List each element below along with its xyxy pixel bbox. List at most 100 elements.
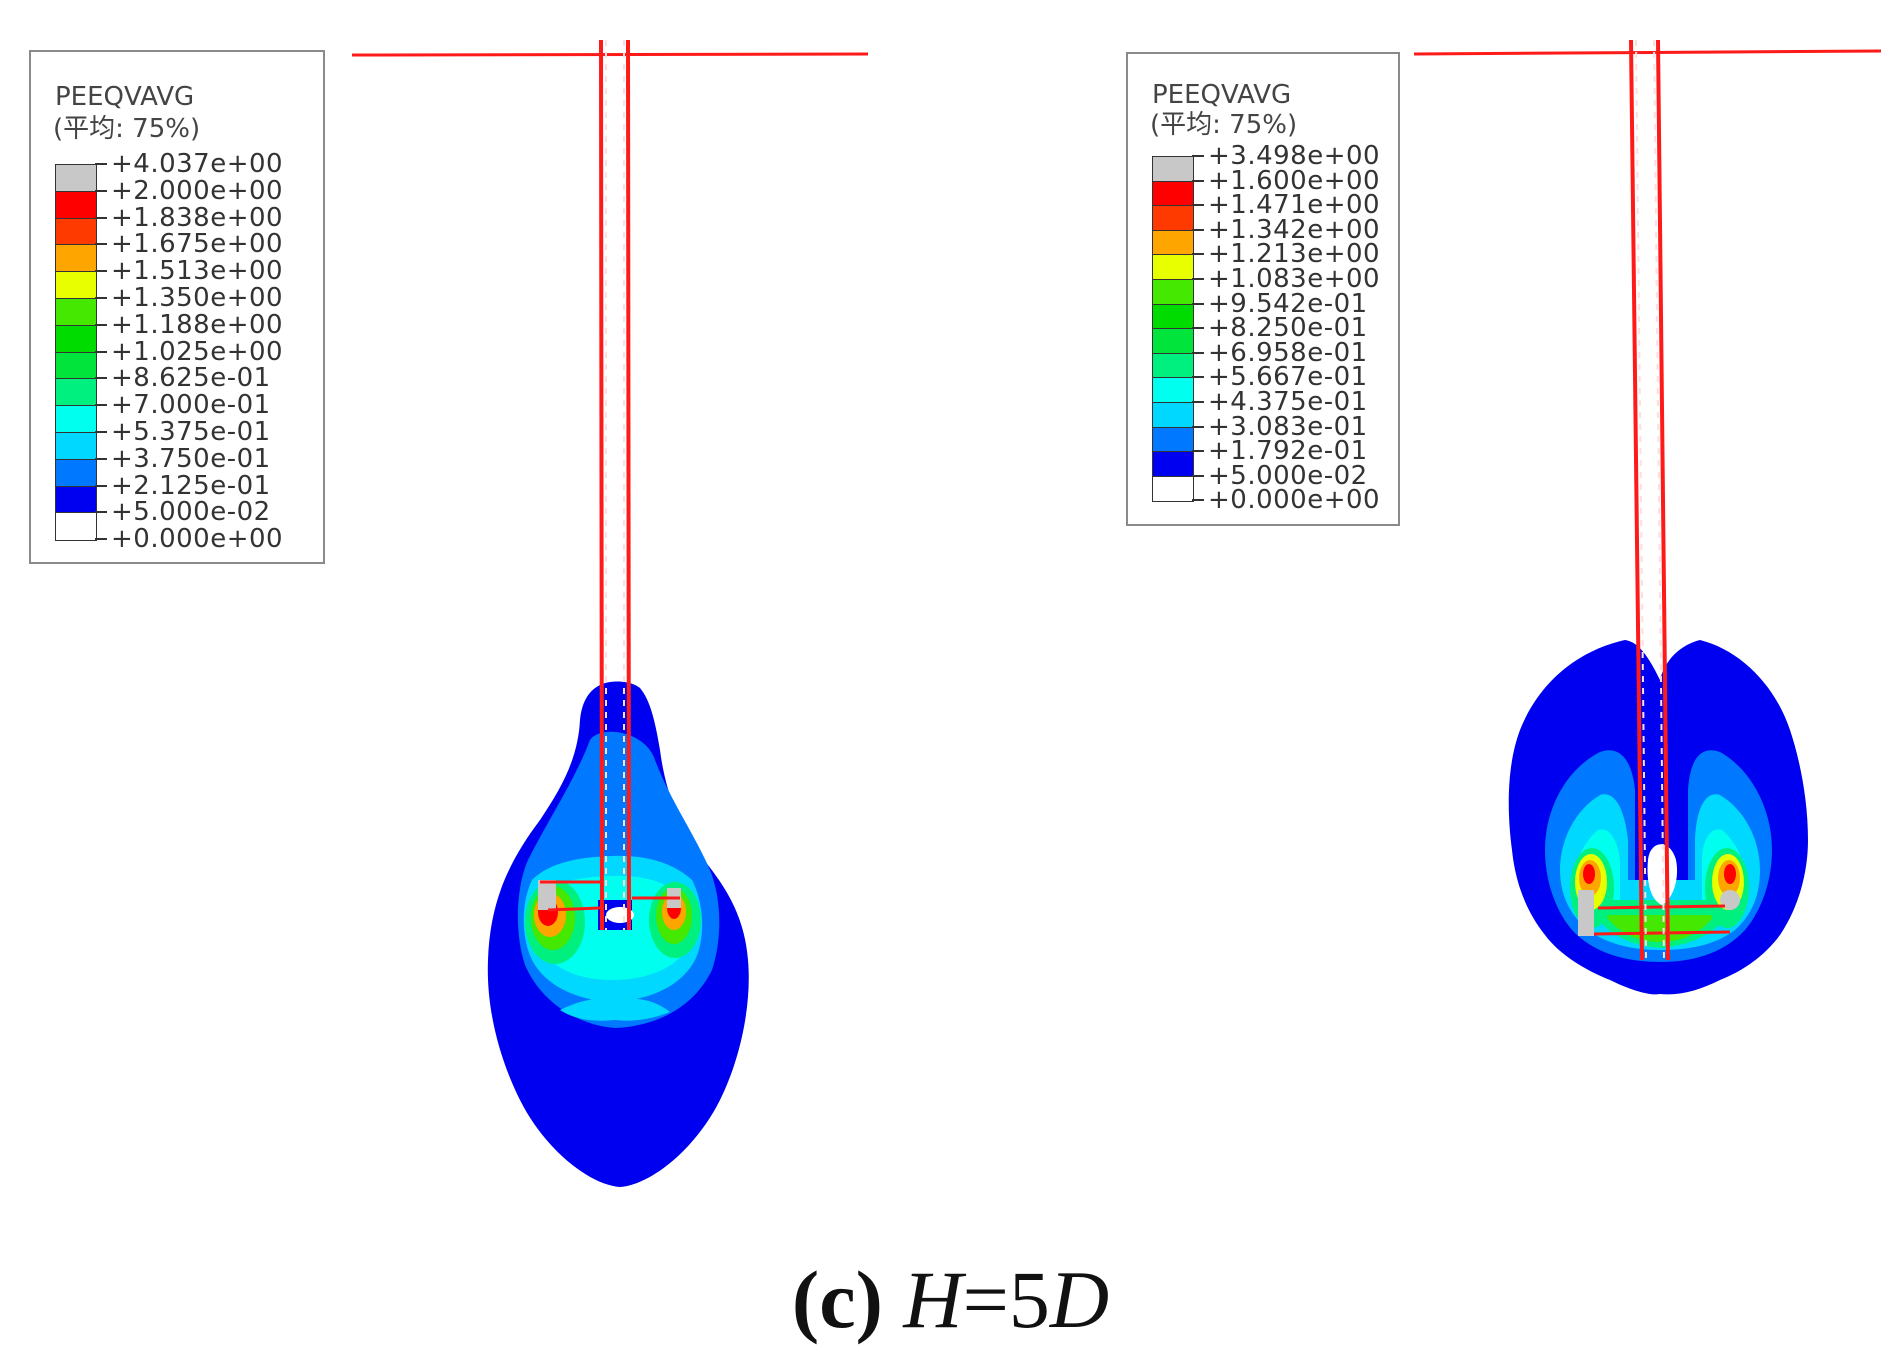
legend-label: +4.037e+00 [111,149,284,179]
right-anchor-hotspot [1705,848,1749,928]
legend-label: +2.125e-01 [111,470,271,501]
legend-tick [95,243,107,246]
legend-label: +1.025e+00 [111,336,284,367]
right-anchor-hotspot [649,882,701,958]
legend-tick [1192,204,1204,207]
legend-tick [95,270,107,273]
color-swatch [56,165,96,192]
legend-tick [1192,425,1204,428]
legend-label: +5.667e-01 [1208,362,1368,393]
caption-letter: (c) [791,1254,883,1345]
legend-tick [95,163,107,165]
legend-subtitle: (平均: 75%) [53,114,201,144]
color-bar [1152,156,1194,503]
caption-h: H [903,1254,963,1345]
legend-label: +1.513e+00 [111,256,284,287]
caption-d: D [1049,1254,1110,1345]
caption-eq: =5 [962,1254,1050,1345]
legend-tick [95,511,107,514]
color-swatch [1153,304,1193,330]
color-swatch [56,245,96,273]
ground-surface-line [1413,49,1882,56]
right-contour-plot [1413,39,1882,995]
legend-label: +1.675e+00 [111,229,284,260]
legend-tick [95,323,107,326]
legend-label: +5.000e-02 [1208,460,1368,491]
legend-tick [1192,155,1204,157]
legend-label: +1.188e+00 [111,309,284,340]
color-swatch [1153,476,1193,502]
pile-left-dash [1635,39,1647,961]
color-swatch [56,406,96,433]
legend-tick [1192,228,1204,231]
legend-tick [1192,351,1204,354]
color-swatch [1153,279,1193,305]
anchor-plate-upper [1597,904,1726,910]
color-swatch [1153,255,1193,280]
legend-tick [1192,450,1204,453]
legend-label: +8.250e-01 [1208,313,1368,344]
legend-label: +0.000e+00 [1208,485,1381,516]
legend-tick [95,189,107,192]
legend-tick [95,350,107,353]
legend-label: +4.375e-01 [1208,387,1368,417]
color-swatch [1153,329,1193,354]
legend-tick [95,377,107,380]
legend-label: +5.000e-02 [111,497,271,528]
legend-tick [1192,499,1204,502]
color-swatch [56,432,96,460]
legend-tick [1192,253,1204,256]
color-swatch [1153,157,1193,182]
legend-label: +1.792e-01 [1208,436,1368,467]
legend-label: +1.471e+00 [1208,190,1381,221]
ground-surface-line [351,52,869,57]
legend-tick [1192,376,1204,379]
center-void [1647,844,1678,905]
plastic-zone-green-2 [1605,915,1715,942]
pile-left [1629,39,1644,961]
pile-right [626,39,631,931]
left-anchor-hotspot [525,880,585,964]
legend-title: PEEQVAVG [55,82,195,112]
pile-left [599,39,604,931]
legend-label: +1.350e+00 [111,283,284,313]
legend-tick [1192,278,1204,280]
legend-label: +7.000e-01 [111,390,271,421]
legend-label: +0.000e+00 [111,524,284,555]
legend-right: PEEQVAVG (平均: 75%) +3.498e+00 +1.600e+00 +… [1126,52,1400,526]
legend-label: +9.542e-01 [1208,288,1368,319]
legend-tick [1192,179,1204,182]
color-swatch [1153,206,1193,231]
color-swatch [56,325,96,353]
color-swatch [56,272,96,299]
color-swatch [1153,230,1193,256]
legend-label: +1.342e+00 [1208,214,1381,245]
legend-label: +3.498e+00 [1208,141,1381,171]
anchor-plate-lower [1593,930,1731,936]
left-contour-plot [351,39,869,1187]
color-swatch [1153,353,1193,379]
color-swatch [56,191,96,219]
legend-left: PEEQVAVG (平均: 75%) +4.037e+00 +2.000e+00 +… [29,50,325,564]
legend-tick [95,431,107,433]
color-swatch [56,218,96,246]
color-swatch [56,298,96,326]
legend-tick [1192,401,1204,403]
plastic-zone-band-4 [560,998,670,1021]
legend-label: +5.375e-01 [111,417,271,447]
color-swatch [1153,378,1193,403]
legend-label: +6.958e-01 [1208,337,1368,368]
legend-label: +1.083e+00 [1208,264,1381,294]
color-swatch [1153,181,1193,207]
color-swatch [1153,452,1193,477]
color-swatch [1153,427,1193,453]
color-swatch [56,459,96,487]
legend-label: +8.625e-01 [111,363,271,394]
legend-label: +1.600e+00 [1208,165,1381,196]
legend-tick [95,457,107,460]
legend-label: +3.750e-01 [111,443,271,474]
pile-right [1656,39,1670,961]
figure-caption: (c) H=5D [0,1255,1901,1345]
legend-tick [1192,474,1204,477]
